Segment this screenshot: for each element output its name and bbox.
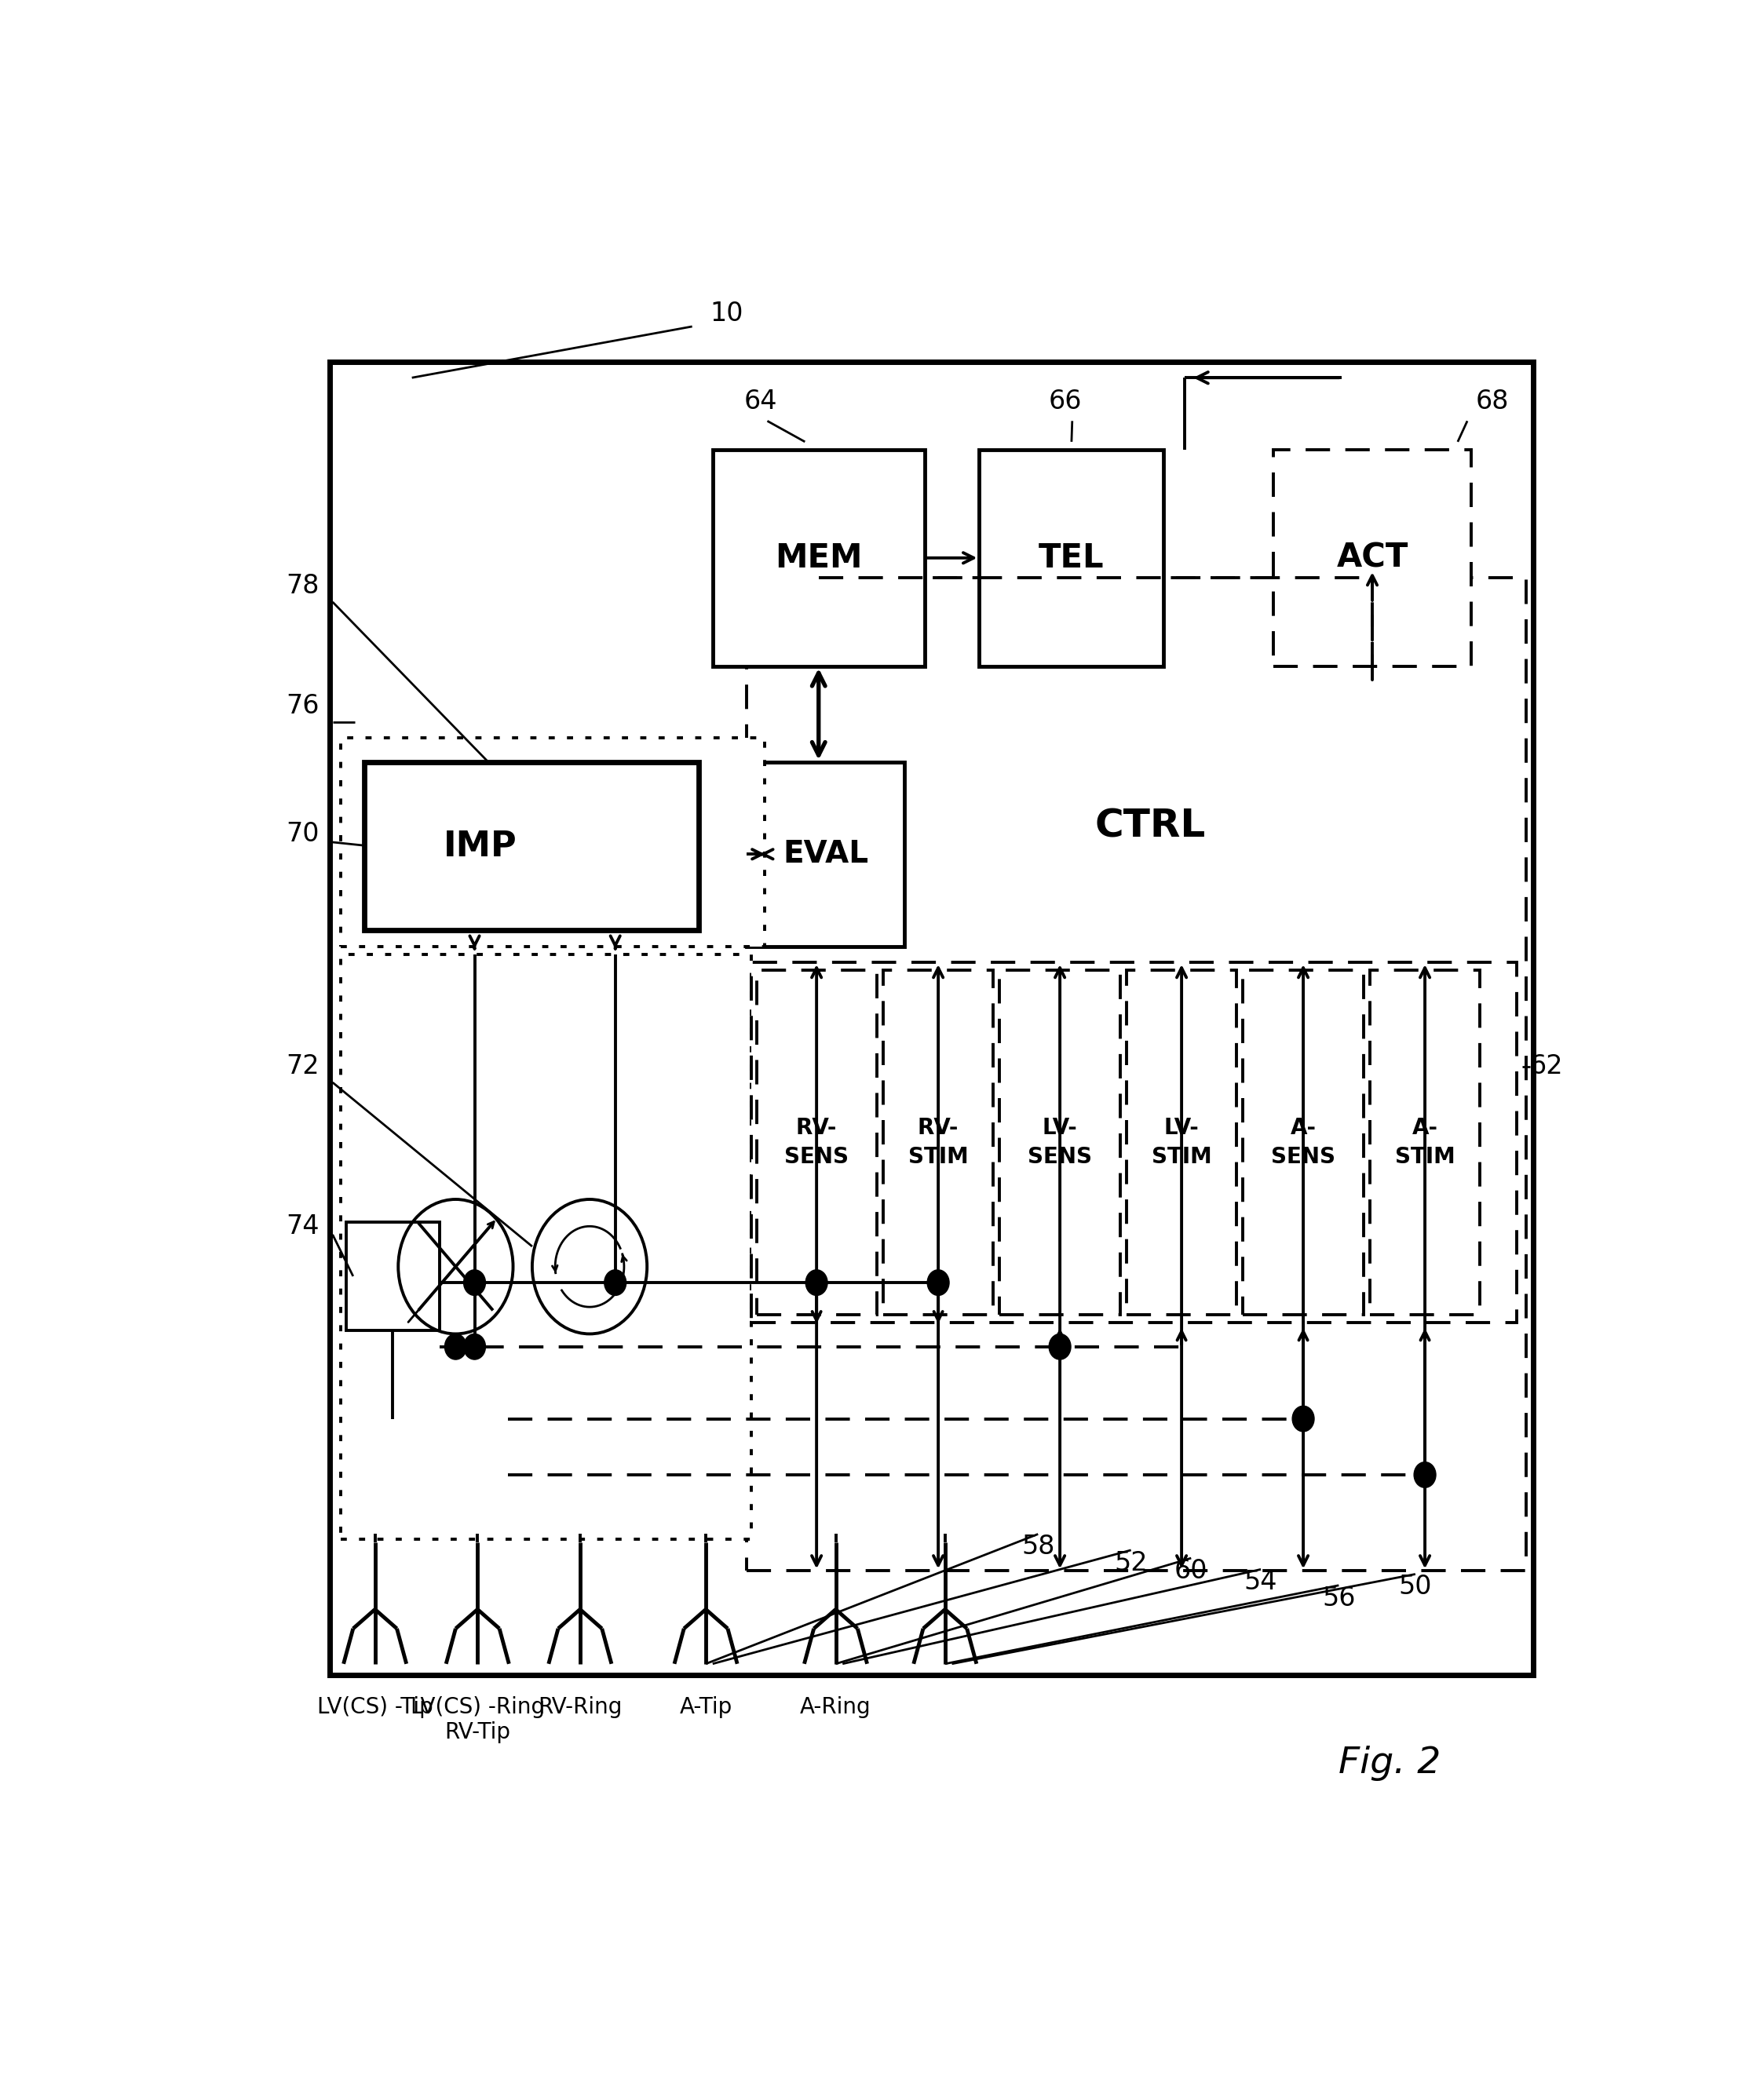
Text: 54: 54 xyxy=(1244,1568,1277,1595)
Circle shape xyxy=(464,1333,485,1360)
Text: 10: 10 xyxy=(709,302,743,327)
Text: 76: 76 xyxy=(286,693,319,720)
FancyBboxPatch shape xyxy=(713,449,924,666)
Text: EVAL: EVAL xyxy=(783,840,868,869)
FancyBboxPatch shape xyxy=(746,578,1526,1570)
FancyBboxPatch shape xyxy=(330,362,1533,1674)
FancyBboxPatch shape xyxy=(363,761,699,930)
Text: 68: 68 xyxy=(1475,389,1508,414)
Text: RV-Ring: RV-Ring xyxy=(538,1695,623,1718)
Text: A-Tip: A-Tip xyxy=(679,1695,732,1718)
Text: CTRL: CTRL xyxy=(1095,807,1205,844)
Text: 52: 52 xyxy=(1115,1550,1148,1577)
Text: 70: 70 xyxy=(286,822,319,847)
Text: 78: 78 xyxy=(286,572,319,599)
Circle shape xyxy=(928,1269,949,1296)
Text: 64: 64 xyxy=(744,389,778,414)
Text: TEL: TEL xyxy=(1039,541,1104,574)
Circle shape xyxy=(1293,1406,1314,1431)
Text: RV-
STIM: RV- STIM xyxy=(908,1117,968,1169)
Text: LV(CS) -Tip: LV(CS) -Tip xyxy=(318,1695,432,1718)
Text: A-
STIM: A- STIM xyxy=(1395,1117,1455,1169)
Text: LV-
STIM: LV- STIM xyxy=(1152,1117,1212,1169)
Text: Fig. 2: Fig. 2 xyxy=(1339,1745,1441,1780)
FancyBboxPatch shape xyxy=(751,963,1517,1323)
Circle shape xyxy=(464,1269,485,1296)
Circle shape xyxy=(1050,1333,1071,1360)
Text: LV-
SENS: LV- SENS xyxy=(1028,1117,1092,1169)
Text: A-
SENS: A- SENS xyxy=(1272,1117,1335,1169)
Text: MEM: MEM xyxy=(774,541,863,574)
FancyBboxPatch shape xyxy=(1127,969,1237,1315)
FancyBboxPatch shape xyxy=(1244,969,1364,1315)
Text: 74: 74 xyxy=(286,1213,319,1240)
FancyBboxPatch shape xyxy=(340,955,751,1539)
Text: 50: 50 xyxy=(1399,1575,1432,1600)
FancyBboxPatch shape xyxy=(1371,969,1480,1315)
Circle shape xyxy=(1415,1462,1436,1487)
Circle shape xyxy=(605,1269,626,1296)
Text: IMP: IMP xyxy=(443,830,517,863)
FancyBboxPatch shape xyxy=(884,969,993,1315)
FancyBboxPatch shape xyxy=(1274,449,1471,666)
FancyBboxPatch shape xyxy=(979,449,1164,666)
Text: 56: 56 xyxy=(1321,1585,1355,1612)
Text: RV-
SENS: RV- SENS xyxy=(785,1117,848,1169)
Text: LV(CS) -Ring
RV-Tip: LV(CS) -Ring RV-Tip xyxy=(411,1695,545,1743)
Circle shape xyxy=(445,1333,466,1360)
FancyBboxPatch shape xyxy=(757,969,877,1315)
Text: A-Ring: A-Ring xyxy=(801,1695,871,1718)
FancyBboxPatch shape xyxy=(1000,969,1120,1315)
Circle shape xyxy=(806,1269,827,1296)
Text: 58: 58 xyxy=(1021,1533,1055,1560)
FancyBboxPatch shape xyxy=(340,738,764,946)
Text: 66: 66 xyxy=(1048,389,1081,414)
FancyBboxPatch shape xyxy=(346,1221,439,1331)
Text: 62: 62 xyxy=(1529,1052,1563,1080)
Text: ACT: ACT xyxy=(1337,541,1408,574)
FancyBboxPatch shape xyxy=(746,761,905,946)
Text: 72: 72 xyxy=(286,1052,319,1080)
Text: 60: 60 xyxy=(1175,1558,1208,1583)
